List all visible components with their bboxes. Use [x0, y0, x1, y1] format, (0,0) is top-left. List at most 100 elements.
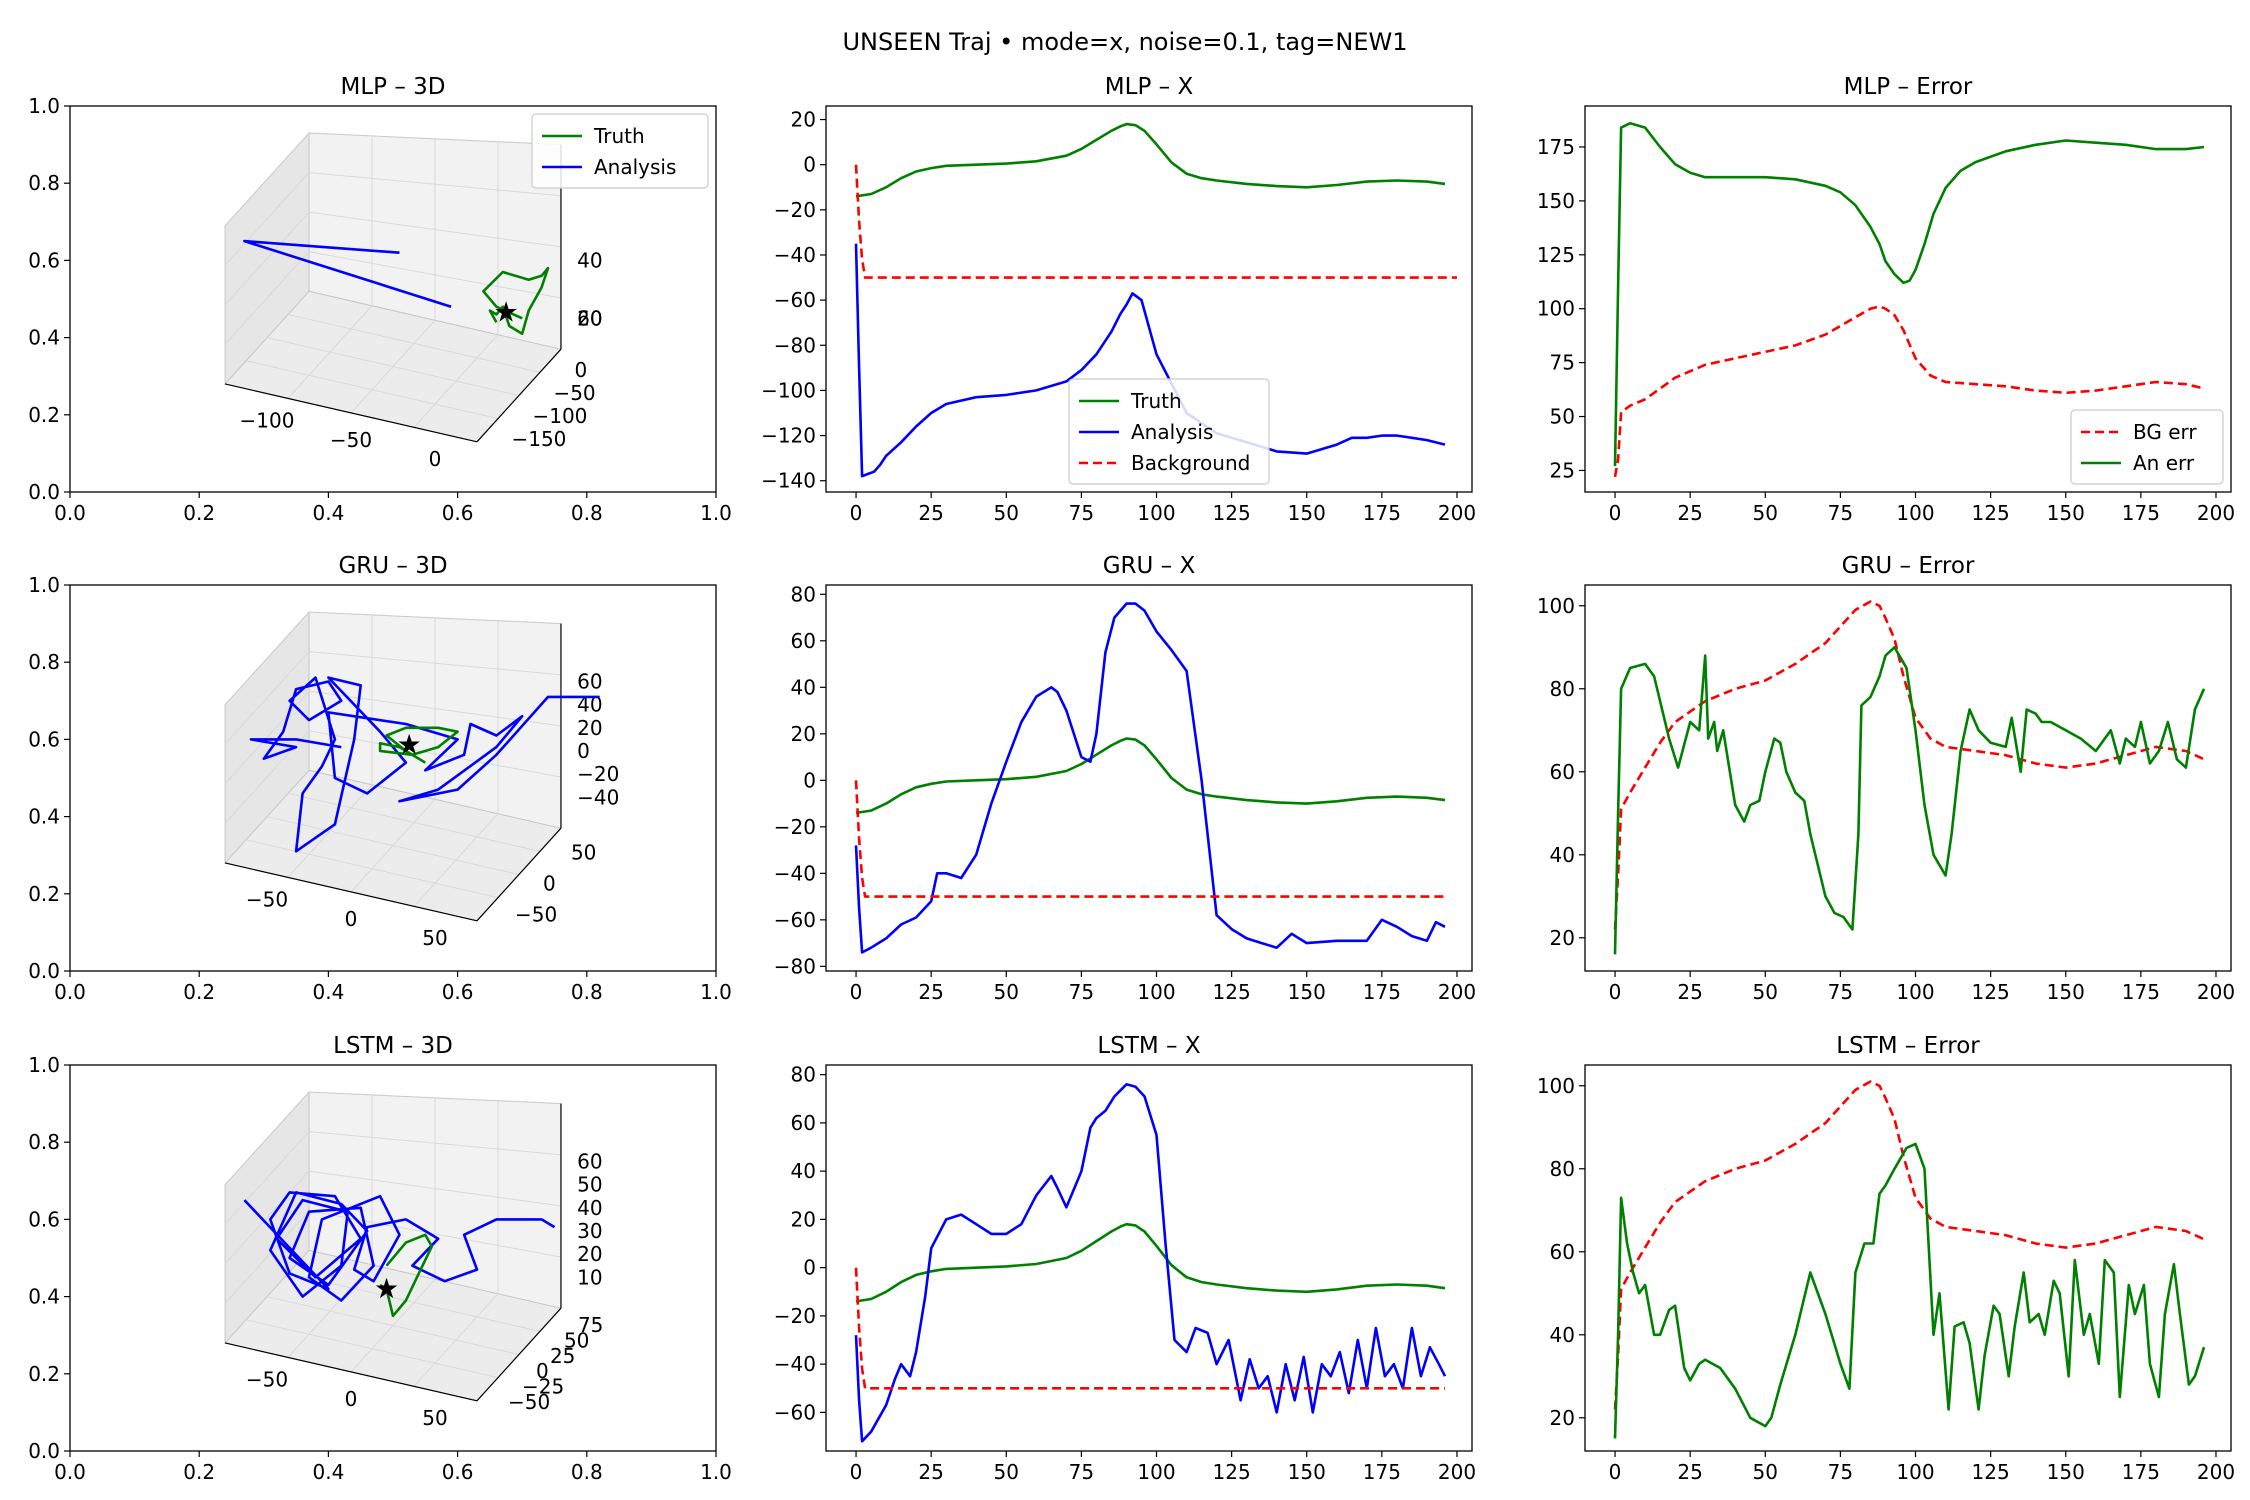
grid-floor — [266, 337, 520, 396]
x-tick-label: 0.6 — [442, 980, 474, 1004]
series-line-background — [854, 1267, 1445, 1390]
y-tick-label: 0.2 — [28, 882, 60, 906]
axes-frame — [69, 105, 717, 493]
x-tick-label: 175 — [1363, 980, 1401, 1004]
y-tick-label: 0 — [803, 1256, 816, 1280]
x-tick-label: 75 — [1828, 501, 1853, 525]
truth-trajectory — [482, 266, 550, 335]
y-tick-label: 60 — [1550, 1240, 1575, 1264]
x-tick-label: 0.0 — [54, 980, 86, 1004]
panel-gru-x: GRU – X0 25 50 75 100 125 150 175 200−80−60−40−2… — [774, 553, 1476, 1004]
axis3d-y-tick-label: −25 — [522, 1375, 564, 1399]
panel-lstm-x: LSTM – X 0 25 50 75 100 125 150 175 200 −60 −40 −20 0… — [774, 1033, 1476, 1484]
legend-label: Truth — [593, 124, 645, 148]
series-group — [854, 1083, 1447, 1443]
x-tick-label: 1.0 — [700, 501, 732, 525]
x-tick-label: 25 — [918, 1460, 943, 1484]
x-tick-label: 25 — [918, 980, 943, 1004]
x-tick-label: 125 — [1213, 1460, 1251, 1484]
axis3d-z-tick-label: 30 — [577, 1219, 602, 1243]
x-tick-label: 75 — [1069, 501, 1094, 525]
axes-frame — [1584, 105, 2232, 493]
axis3d-z-tick-label: 0 — [577, 739, 590, 763]
series-line-background — [854, 780, 1445, 898]
legend-label: Analysis — [1131, 420, 1213, 444]
series-group — [854, 602, 1446, 954]
axis3d-y-tick-label: 50 — [571, 841, 596, 865]
x-tick-label: 150 — [2047, 980, 2085, 1004]
y-tick-label: 75 — [1550, 351, 1575, 375]
y-tick-label: 0.4 — [28, 1285, 60, 1309]
x-tick-label: 50 — [1753, 501, 1778, 525]
analysis-trajectory — [249, 676, 600, 853]
panel-title: LSTM – 3D — [333, 1033, 453, 1059]
y-tick-label: 0.2 — [28, 1362, 60, 1386]
x-tick-label: 100 — [1137, 501, 1175, 525]
axis3d-y-tick-label: −50 — [515, 902, 557, 926]
grid-left — [224, 1210, 310, 1304]
x-tick-label: 0.0 — [54, 501, 86, 525]
y-tick-label: −80 — [774, 954, 816, 978]
legend-box — [1068, 378, 1270, 485]
series-line-an-err — [1613, 1142, 2206, 1439]
x-tick-label: 50 — [1753, 1460, 1778, 1484]
axis3d-x — [224, 1342, 478, 1402]
axis3d-z-tick-label: 10 — [577, 1265, 602, 1289]
x-tick-label: 200 — [2197, 980, 2235, 1004]
panel-gru-error: GRU – Error 0 25 50 75 100 125 150 175 200 20 40 60 8… — [1537, 553, 2235, 1004]
x-tick-label: 0 — [1609, 1460, 1622, 1484]
x-tick-label: 75 — [1069, 980, 1094, 1004]
y-tick-label: 100 — [1537, 297, 1575, 321]
panel-title: MLP – 3D — [341, 74, 446, 100]
axis3d-z-tick-label: 40 — [577, 1196, 602, 1220]
x-tick-label: 175 — [2122, 980, 2160, 1004]
axis3d-z-tick-label: −40 — [577, 785, 619, 809]
x-tick-label: 175 — [2122, 1460, 2160, 1484]
y-tick-label: 175 — [1537, 135, 1575, 159]
panel-title: MLP – X — [1105, 74, 1194, 100]
x-tick-label: 75 — [1828, 1460, 1853, 1484]
y-tick-label: 0.0 — [28, 480, 60, 504]
x-tick-label: 0.6 — [442, 1460, 474, 1484]
x-tick-label: 125 — [1213, 980, 1251, 1004]
panel-mlp-3d: MLP – 3D 0.0 0.2 0.4 0.6 0.8 1.0 0.0 0.2 0.4 0.6 0.… — [28, 74, 732, 525]
start-star-marker: ★ — [374, 1272, 399, 1305]
y-tick-label: 0.0 — [28, 1439, 60, 1463]
y-tick-label: 20 — [791, 1207, 816, 1231]
x-tick-label: 50 — [994, 1460, 1019, 1484]
series-group — [1613, 600, 2206, 955]
x-tick-label: 0.8 — [571, 1460, 603, 1484]
y-tick-label: −60 — [774, 1400, 816, 1424]
grid-left — [224, 1131, 310, 1225]
grid-back — [308, 172, 562, 197]
x-tick-label: 200 — [2197, 1460, 2235, 1484]
legend-label: Analysis — [594, 155, 676, 179]
x-tick-label: 0.4 — [312, 1460, 344, 1484]
y-tick-label: 0.6 — [28, 727, 60, 751]
y-tick-label: 40 — [791, 1159, 816, 1183]
x-tick-label: 0.8 — [571, 501, 603, 525]
x-tick-label: 75 — [1828, 980, 1853, 1004]
legend-label: An err — [2133, 451, 2195, 475]
x-tick-label: 50 — [1753, 980, 1778, 1004]
axis3d-z-tick-label: 40 — [577, 248, 602, 272]
x-tick-label: 150 — [2047, 501, 2085, 525]
x-tick-label: 0 — [1609, 501, 1622, 525]
x-tick-label: 75 — [1069, 1460, 1094, 1484]
start-star-marker: ★ — [397, 728, 422, 761]
axes-frame — [69, 1064, 717, 1452]
axis3d-y-tick-label: −100 — [532, 404, 587, 428]
grid-floor — [413, 334, 499, 428]
x-tick-label: 50 — [994, 501, 1019, 525]
x-tick-label: 150 — [1288, 1460, 1326, 1484]
series-line-an-err — [1613, 646, 2206, 955]
legend: Truth Analysis Background — [1068, 378, 1270, 485]
y-tick-label: 0.8 — [28, 1130, 60, 1154]
x-tick-label: 0.4 — [312, 980, 344, 1004]
legend: Truth Analysis — [531, 113, 709, 189]
y-tick-label: 1.0 — [28, 94, 60, 118]
legend-label: Background — [1131, 451, 1250, 475]
panel-title: GRU – X — [1103, 553, 1196, 579]
y-tick-label: 20 — [1550, 1406, 1575, 1430]
y-tick-label: −40 — [774, 1352, 816, 1376]
